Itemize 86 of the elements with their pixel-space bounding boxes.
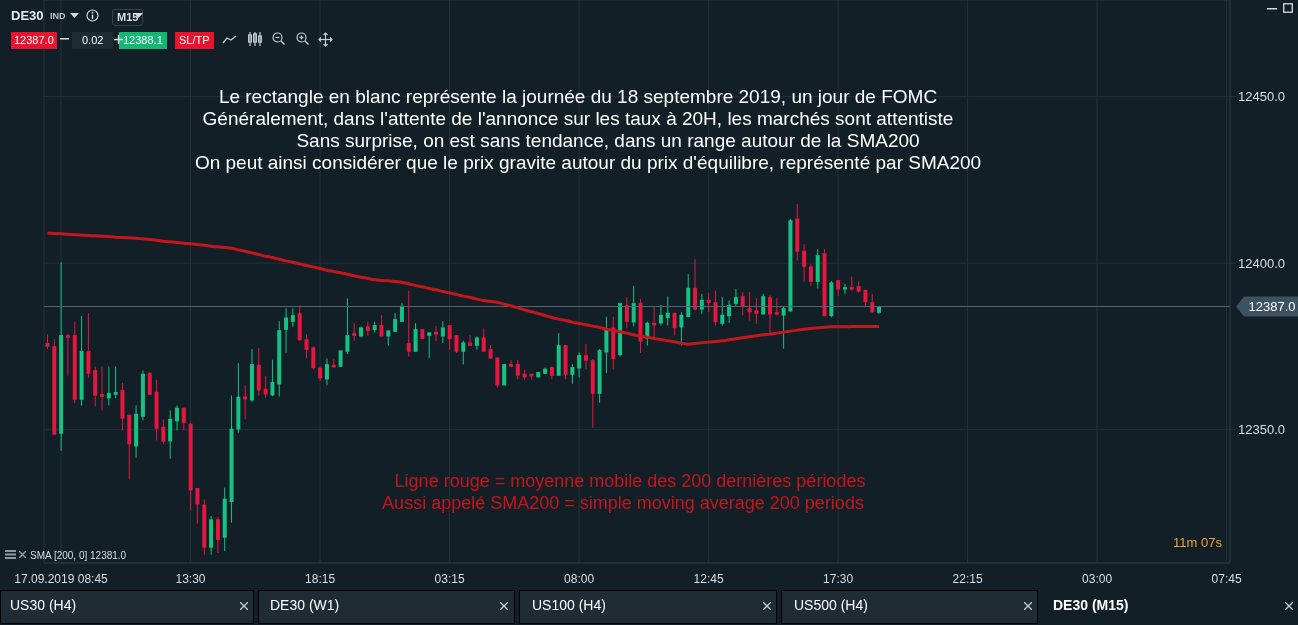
annotation: On peut ainsi considérer que le prix gravite autour du prix d'équilibre, représenté par SMA200 [193, 152, 983, 174]
candlestick [195, 487, 200, 525]
candlestick [508, 359, 513, 368]
candlestick [345, 297, 350, 355]
candlestick [113, 365, 118, 399]
y-tick-label: 12400.0 [1238, 255, 1285, 271]
candlestick [406, 290, 411, 357]
ref-line-label: 12387.0 [1248, 298, 1296, 314]
candlestick [706, 292, 711, 313]
x-tick-label: 18:15 [305, 572, 336, 586]
x-tick-label: 07:45 [1211, 572, 1242, 586]
annotation: Généralement, dans l'attente de l'annonce sur les taux à 20H, les marchés sont attentiste [201, 108, 955, 130]
annotation: Sans surprise, on est sans tendance, dans un range autour de la SMA200 [295, 130, 921, 152]
candlestick [413, 322, 418, 353]
annotation: M15 [112, 9, 144, 26]
annotation: SL/TP [175, 32, 214, 49]
text: DE30 (W1) [270, 597, 340, 614]
x-tick-label: 03:15 [434, 572, 465, 586]
x-tick-label: 08:00 [564, 572, 595, 586]
annotation: Le rectangle en blanc représente la journée du 18 septembre 2019, un jour de FOMC [217, 86, 939, 108]
candlestick [747, 291, 752, 321]
candlestick [399, 302, 404, 323]
text: DE30 [11, 8, 44, 23]
candlestick [86, 312, 91, 379]
candlestick [802, 243, 807, 283]
text: US30 (H4) [10, 597, 77, 614]
candlestick [624, 296, 629, 329]
candlestick [324, 357, 329, 386]
candlestick [720, 296, 725, 326]
x-tick-label: 17.09.2019 08:45 [14, 572, 109, 586]
candlestick [168, 409, 173, 460]
candlestick [175, 404, 180, 431]
candlestick [161, 418, 166, 445]
annotation: SMA [200, 0] 12381.0 [30, 550, 127, 562]
candlestick [270, 359, 275, 397]
candlestick [740, 291, 745, 316]
annotation: 0.02 [72, 32, 114, 49]
x-tick-label: 03:00 [1082, 572, 1113, 586]
candlestick [583, 343, 588, 370]
annotation: IND [50, 11, 66, 22]
annotation: Aussi appelé SMA200 = simple moving average 200 periods [381, 493, 865, 514]
candlestick [665, 295, 670, 326]
text: US100 (H4) [532, 597, 606, 614]
candlestick [447, 324, 452, 351]
candlestick [284, 307, 289, 354]
text: US500 (H4) [794, 597, 868, 614]
candlestick [570, 363, 575, 385]
candlestick [100, 365, 105, 411]
candlestick [577, 351, 582, 378]
x-tick-label: 12:45 [693, 572, 724, 586]
annotation: Ligne rouge = moyenne mobile des 200 dernières périodes [393, 471, 867, 492]
annotation: 12387.0 [11, 32, 57, 49]
candlestick [733, 288, 738, 307]
candlestick [808, 263, 813, 287]
x-tick-label: 17:30 [823, 572, 854, 586]
y-tick-label: 12350.0 [1238, 422, 1285, 438]
candlestick [106, 365, 111, 406]
candlestick [713, 289, 718, 326]
candlestick [781, 305, 786, 350]
candlestick [427, 331, 432, 359]
candlestick [468, 334, 473, 347]
candlestick [65, 333, 70, 377]
candlestick [515, 359, 520, 380]
candlestick [393, 312, 398, 333]
candlestick [631, 285, 636, 327]
candlestick [290, 307, 295, 328]
y-tick-label: 12450.0 [1238, 89, 1285, 105]
x-tick-label: 13:30 [175, 572, 206, 586]
candlestick [311, 345, 316, 370]
annotation: 11m 07s [1173, 535, 1222, 551]
candlestick [481, 327, 486, 353]
line-series [45, 231, 881, 346]
text: DE30 (M15) [1053, 597, 1129, 614]
candlestick [604, 316, 609, 374]
candlestick [440, 320, 445, 344]
candlestick [754, 297, 759, 325]
annotation: 12388.1 [119, 32, 167, 49]
candlestick [693, 258, 698, 311]
x-tick-label: 22:15 [952, 572, 983, 586]
candlestick [870, 293, 875, 314]
candlestick [365, 320, 370, 337]
candlestick [215, 516, 220, 554]
candlestick [461, 340, 466, 365]
candlestick [658, 304, 663, 326]
candlestick [243, 384, 248, 420]
candlestick [304, 333, 309, 359]
